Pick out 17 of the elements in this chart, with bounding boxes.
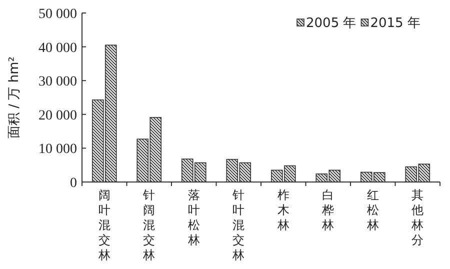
y-tick-label: 0 (70, 176, 77, 191)
x-tick-label: 针叶混交林 (232, 188, 245, 262)
x-tick-label: 针阔混交林 (142, 188, 156, 262)
y-tick-label: 10 000 (38, 142, 77, 158)
x-tick-label: 落叶松林 (186, 188, 200, 247)
legend-label: 2005 年 (306, 16, 356, 31)
y-tick-label: 20 000 (38, 108, 77, 124)
x-tick-label: 其他林分 (410, 188, 424, 247)
y-tick-label: 30 000 (38, 74, 77, 90)
y-tick-label: 50 000 (38, 7, 77, 22)
y-tick-label: 40 000 (38, 40, 77, 56)
x-tick-label: 红松林 (366, 188, 379, 232)
x-tick-label: 白桦林 (321, 188, 334, 232)
x-tick-label: 柞木林 (276, 188, 290, 232)
legend-label: 2015 年 (370, 16, 420, 31)
x-tick-label: 阔叶混交林 (97, 188, 110, 262)
y-axis-title: 面积 / 万 hm² (7, 56, 22, 138)
